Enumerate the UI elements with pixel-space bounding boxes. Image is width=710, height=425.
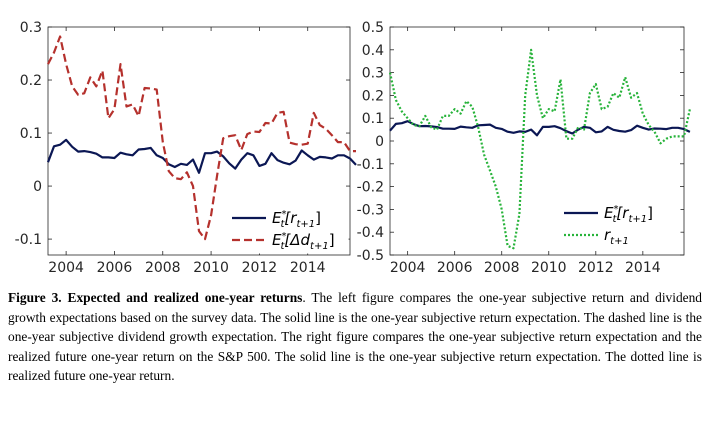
x-tick-label: 2010	[531, 260, 567, 276]
caption-text: The left figure compares the one-year su…	[8, 290, 702, 384]
x-tick-label: 2014	[625, 260, 661, 276]
x-tick-label: 2004	[390, 260, 426, 276]
legend-label: E* t[Δdt+1]	[272, 231, 335, 252]
x-tick-label: 2008	[145, 260, 181, 276]
y-tick-label: 0.5	[362, 20, 384, 36]
x-tick-label: 2014	[290, 260, 326, 276]
x-tick-label: 2004	[48, 260, 84, 276]
left-chart-panel: -0.1 0 0.1 0.2 0.3 2004 2006 2008 2010 2012 2014 E*…	[15, 20, 357, 276]
y-tick-label: -0.3	[357, 202, 384, 218]
legend-box	[559, 199, 681, 249]
y-tick-label: 0.4	[362, 43, 384, 59]
y-tick-label: -0.4	[357, 225, 384, 241]
y-tick-label: 0.1	[362, 111, 384, 127]
y-tick-label: 0.3	[362, 66, 384, 82]
legend-label: E* t[rt+1]	[272, 209, 321, 230]
right-chart-panel: -0.5 -0.4 -0.3 -0.2 -0.1 0 0.1 0.2 0.3 0.4 0.5 2004…	[357, 20, 691, 276]
x-tick-label: 2008	[484, 260, 520, 276]
legend-box	[227, 204, 349, 254]
y-tick-label: 0.2	[20, 73, 42, 89]
y-tick-label: -0.1	[15, 232, 42, 248]
caption-title: Expected and realized one-year returns	[67, 290, 303, 305]
x-tick-label: 2006	[97, 260, 133, 276]
y-tick-label: 0.2	[362, 88, 384, 104]
legend-label: rt+1	[604, 226, 629, 247]
y-tick-label: 0.3	[20, 20, 42, 36]
series-line-solid	[46, 138, 357, 174]
y-tick-label: -0.2	[357, 180, 384, 196]
y-tick-label: -0.5	[357, 248, 384, 264]
caption-label: Figure 3.	[8, 290, 62, 305]
axis-frame	[47, 26, 351, 256]
series-line-solid	[389, 120, 691, 137]
x-tick-label: 2012	[578, 260, 614, 276]
x-tick-label: 2010	[193, 260, 229, 276]
y-tick-label: 0	[33, 179, 42, 195]
figure-caption: Figure 3. Expected and realized one-year…	[8, 288, 702, 386]
y-tick-label: 0.1	[20, 126, 42, 142]
figure-area: -0.1 0 0.1 0.2 0.3 2004 2006 2008 2010 2012 2014 E*…	[15, 20, 691, 276]
y-tick-label: -0.1	[357, 157, 384, 173]
caption-title-end: .	[302, 290, 306, 305]
legend-label: E* t[rt+1]	[604, 204, 653, 225]
series-line-dashed	[47, 35, 356, 241]
y-tick-label: 0	[375, 134, 384, 150]
x-tick-label: 2012	[242, 260, 278, 276]
x-tick-label: 2006	[437, 260, 473, 276]
